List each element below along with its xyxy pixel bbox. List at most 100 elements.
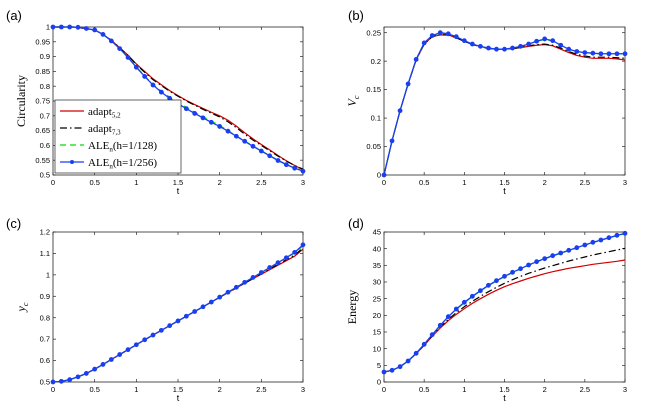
y-tick-label: 0.1	[371, 114, 381, 123]
y-tick-label: 0.7	[40, 335, 50, 344]
y-tick-label: 35	[373, 261, 381, 270]
series-marker	[421, 40, 427, 46]
series-marker	[429, 332, 435, 338]
y-tick-label: 0.8	[40, 82, 50, 91]
y-tick-label: 0.2	[371, 57, 381, 66]
legend: adapt5,2adapt7,3ALEn(h=1/128)ALEn(h=1/25…	[54, 99, 182, 174]
series-marker	[300, 168, 306, 174]
series-line-1	[53, 26, 304, 170]
series-marker	[461, 299, 467, 305]
series-line-1	[383, 247, 626, 373]
series-marker	[413, 57, 419, 62]
y-axis-label-main: Energy	[345, 290, 359, 324]
y-tick-label: 0.15	[366, 85, 381, 94]
x-axis-label: t	[177, 393, 180, 403]
series-marker	[133, 64, 139, 70]
series-marker	[437, 30, 443, 36]
x-tick-label: 2	[218, 178, 222, 187]
y-axis-label-sub: c	[352, 95, 361, 99]
series-marker	[108, 357, 114, 362]
series-marker	[242, 138, 248, 144]
y-tick-label: 0.55	[35, 156, 50, 165]
y-tick-label: 0.7	[40, 111, 50, 120]
series-marker	[150, 332, 156, 338]
series-marker	[192, 309, 198, 314]
series-line-2	[383, 233, 626, 373]
series-marker	[158, 327, 164, 333]
legend-marker	[70, 160, 74, 164]
series-marker	[50, 24, 56, 30]
series-marker	[75, 24, 81, 30]
series-marker	[75, 374, 81, 380]
x-tick-label: 2.5	[256, 385, 266, 394]
y-tick-label: 40	[373, 244, 381, 253]
legend-label: adapt7,3	[88, 123, 121, 137]
y-axis-label: Circularity	[14, 75, 28, 127]
series-line-0	[52, 248, 304, 383]
y-tick-label: 0.05	[366, 142, 381, 151]
series-marker	[598, 237, 604, 243]
series-line-3	[383, 232, 626, 373]
x-tick-label: 1.5	[499, 178, 509, 187]
x-tick-label: 2.5	[256, 178, 266, 187]
y-tick-label: 0.8	[40, 313, 50, 322]
series-marker	[622, 51, 628, 57]
series-marker	[242, 279, 248, 285]
series-marker	[142, 337, 148, 343]
series-marker	[421, 341, 427, 347]
series-marker	[574, 245, 580, 251]
series-marker	[518, 266, 523, 272]
series-line-0	[383, 34, 626, 176]
series-marker	[526, 262, 531, 268]
y-tick-label: 0.65	[35, 126, 50, 135]
x-tick-label: 0	[382, 178, 386, 187]
series-marker	[92, 27, 98, 33]
x-tick-label: 2	[218, 385, 222, 394]
series-marker	[598, 51, 604, 57]
series-marker	[267, 265, 273, 270]
legend-label-sub: 5,2	[112, 112, 121, 120]
series-marker	[217, 294, 223, 300]
series-marker	[50, 379, 56, 385]
x-axis-label: t	[503, 393, 506, 403]
y-axis-label: yc	[14, 302, 30, 312]
series-marker	[582, 50, 588, 56]
x-tick-label: 1	[134, 385, 138, 394]
x-tick-label: 2.5	[580, 178, 590, 187]
x-tick-label: 0	[51, 178, 55, 187]
series-marker	[526, 41, 531, 47]
y-tick-label: 10	[373, 344, 381, 353]
legend-label-suffix: (h=1/256)	[113, 157, 157, 169]
y-tick-label: 0.6	[40, 356, 50, 365]
series-marker	[461, 38, 467, 44]
series-marker	[200, 304, 206, 310]
series-marker	[534, 38, 540, 44]
y-tick-label: 1.2	[40, 228, 50, 237]
y-tick-label: 30	[373, 278, 381, 287]
series-marker	[405, 358, 411, 364]
series-marker	[267, 153, 273, 159]
series-marker	[158, 89, 164, 95]
panel-label: (d)	[348, 216, 364, 231]
series-marker	[92, 366, 98, 372]
x-tick-label: 1.5	[173, 385, 183, 394]
series-marker	[100, 362, 106, 367]
x-tick-label: 2	[543, 385, 547, 394]
series-marker	[614, 51, 620, 57]
series-marker	[83, 26, 89, 31]
series-marker	[117, 352, 123, 357]
y-tick-label: 1.1	[40, 249, 50, 258]
y-tick-label: 0	[377, 171, 381, 180]
series-marker	[275, 158, 281, 163]
series-marker	[250, 275, 256, 280]
y-axis-label: Vc	[345, 95, 361, 106]
series-marker	[478, 43, 483, 49]
series-marker	[397, 364, 403, 370]
series-marker	[250, 143, 256, 149]
y-tick-label: 0.25	[366, 28, 381, 37]
series-marker	[67, 377, 73, 383]
y-tick-label: 1	[46, 23, 50, 32]
y-tick-label: 0.5	[40, 171, 50, 180]
series-marker	[542, 36, 548, 42]
y-tick-label: 15	[373, 328, 381, 337]
